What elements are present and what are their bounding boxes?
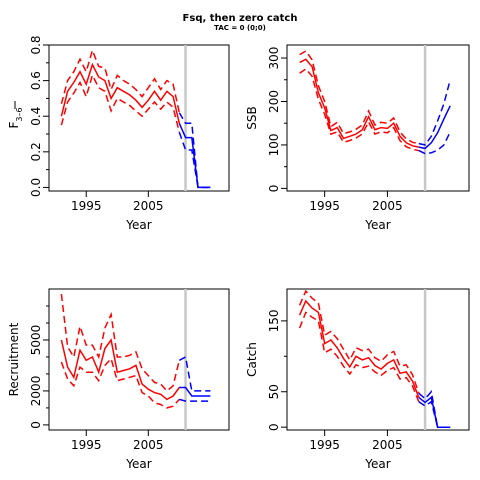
recruitment-ylabel: Recruitment	[7, 322, 21, 396]
f-xtick-label-2005: 2005	[133, 199, 164, 213]
ssb-ytick-label-1: 100	[267, 133, 281, 156]
recruitment-ytick-label-0: 0	[29, 421, 43, 429]
recruitment-ytick-label-1: 2000	[29, 376, 43, 407]
catch-history-lower-line	[298, 311, 420, 402]
recruitment-xtick-label-1995: 1995	[71, 438, 102, 452]
ssb-plot-frame	[286, 44, 470, 192]
ssb-projection-lower-line	[418, 131, 451, 155]
f-ylabel-main: F	[7, 122, 21, 129]
catch-xtick-label-2005: 2005	[372, 438, 403, 452]
catch-xlabel: Year	[364, 457, 390, 471]
recruitment-ylabel-main: Recruitment	[7, 322, 21, 396]
panel-f: 1995 2005 0.0 0.2 0.4 0.6 0.8 Year F3–6	[7, 35, 230, 232]
recruitment-projection-upper-line	[178, 355, 211, 392]
ssb-history-median-line	[299, 58, 419, 148]
panel-ssb: 1995 2005 0 100 200 300 Year SSB	[245, 44, 470, 232]
f-ytick-label-2: 0.4	[29, 107, 43, 126]
catch-ytick-label-2: 150	[267, 309, 281, 332]
ssb-ylabel: SSB	[245, 106, 259, 129]
recruitment-history-lower-line	[60, 357, 180, 409]
f-history-upper-line	[60, 47, 181, 113]
f-ytick-label-1: 0.2	[29, 142, 43, 161]
figure-subtitle: TAC = 0 (0;0)	[214, 24, 266, 32]
panel-catch: 1995 2005 0 50 150 Year Catch	[245, 288, 470, 471]
catch-history-upper-line	[298, 289, 420, 394]
f-ytick-label-3: 0.6	[29, 71, 43, 90]
ssb-ytick-label-3: 300	[267, 47, 281, 70]
ssb-projection-upper-line	[418, 79, 451, 146]
recruitment-history-median-line	[60, 338, 180, 401]
recruitment-xlabel: Year	[125, 457, 151, 471]
catch-ytick-label-1: 50	[267, 384, 281, 399]
f-history-lower-line	[60, 73, 181, 133]
catch-xtick-label-1995: 1995	[309, 438, 340, 452]
f-ytick-label-0: 0.0	[29, 178, 43, 197]
catch-history-median-line	[298, 299, 420, 398]
ssb-history-lower-line	[299, 67, 419, 152]
catch-ylabel: Catch	[245, 342, 259, 377]
f-plot-frame	[48, 44, 230, 192]
recruitment-history-upper-line	[60, 294, 181, 392]
recruitment-xtick-label-2005: 2005	[133, 438, 164, 452]
recruitment-projection-median-line	[179, 386, 211, 397]
figure-title: Fsq, then zero catch	[183, 13, 298, 24]
recruitment-plot-frame	[48, 288, 230, 431]
f-history-median-line	[60, 62, 181, 124]
recruitment-ytick-label-2: 5000	[29, 325, 43, 356]
ssb-xlabel: Year	[364, 218, 390, 232]
ssb-history-upper-line	[299, 50, 419, 145]
catch-projection-median-line	[418, 396, 451, 428]
f-ytick-label-4: 0.8	[29, 35, 43, 54]
catch-plot-frame	[286, 288, 470, 431]
ssb-ytick-label-2: 200	[267, 90, 281, 113]
f-xtick-label-1995: 1995	[71, 199, 102, 213]
recruitment-projection-lower-line	[179, 398, 211, 402]
ssb-ylabel-main: SSB	[245, 106, 259, 129]
ssb-xtick-label-1995: 1995	[309, 199, 340, 213]
catch-ylabel-main: Catch	[245, 342, 259, 377]
f-xlabel: Year	[125, 218, 151, 232]
ssb-projection-median-line	[418, 105, 451, 150]
f-ylabel-sub: 3–6	[15, 107, 24, 121]
f-projection-median-line	[178, 122, 211, 189]
f-ylabel: F3–6	[7, 107, 24, 128]
catch-ytick-label-0: 0	[267, 423, 281, 431]
ssb-xtick-label-2005: 2005	[372, 199, 403, 213]
panel-recruitment: 1995 2005 0 2000 5000 Year Recruitment	[7, 288, 230, 471]
ssb-ytick-label-0: 0	[267, 185, 281, 193]
f-projection-upper-line	[178, 112, 211, 189]
